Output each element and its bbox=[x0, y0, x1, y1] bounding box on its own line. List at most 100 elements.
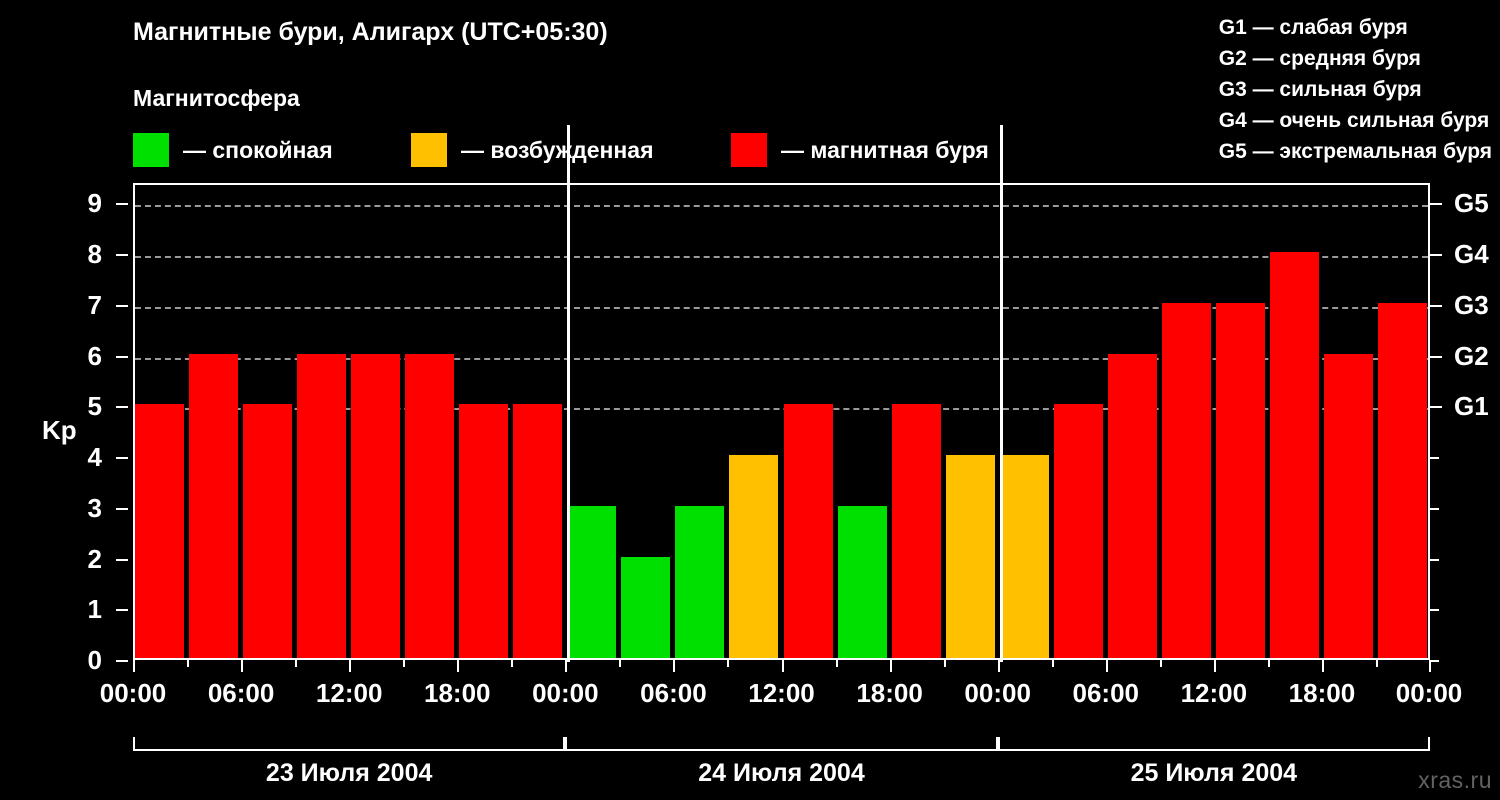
x-tick-label-4: 00:00 bbox=[532, 678, 599, 708]
x-tick-label-6: 12:00 bbox=[748, 678, 815, 708]
x-minor-tick-19 bbox=[1159, 660, 1162, 667]
bar bbox=[513, 404, 563, 658]
bar bbox=[351, 353, 401, 658]
y-tick-mark-6 bbox=[116, 355, 128, 358]
x-minor-tick-7 bbox=[511, 660, 514, 667]
y-tick-label-8: 8 bbox=[87, 239, 102, 270]
x-tick-mark-1 bbox=[241, 660, 244, 672]
x-tick-mark-8 bbox=[997, 660, 1000, 672]
g-tick-label-G1: G1 bbox=[1454, 391, 1489, 422]
x-tick-mark-3 bbox=[457, 660, 460, 672]
g-scale-legend-row-4: G4 — очень сильная буря bbox=[1218, 109, 1490, 132]
bar bbox=[297, 353, 347, 658]
legend-swatch-storm bbox=[731, 133, 767, 167]
x-minor-tick-5 bbox=[403, 660, 406, 667]
x-tick-label-5: 06:00 bbox=[640, 678, 707, 708]
magnetosphere-heading: Магнитосфера bbox=[133, 85, 300, 111]
x-tick-mark-11 bbox=[1321, 660, 1324, 672]
g-tick-mark-G1 bbox=[1430, 406, 1442, 409]
bar bbox=[1107, 353, 1157, 658]
legend-swatch-quiet bbox=[133, 133, 169, 167]
g-tick-mark-G2 bbox=[1430, 355, 1442, 358]
bar bbox=[1053, 404, 1103, 658]
watermark: xras.ru bbox=[1418, 767, 1492, 793]
x-tick-label-8: 00:00 bbox=[964, 678, 1031, 708]
legend-label-unsettled: — возбужденная bbox=[461, 136, 654, 163]
g-scale-legend-row-5: G5 — экстремальная буря bbox=[1218, 140, 1492, 163]
x-minor-tick-11 bbox=[727, 660, 730, 667]
magnetosphere-legend: — спокойная — возбужденная — магнитная бур… bbox=[133, 130, 1053, 170]
x-tick-mark-0 bbox=[133, 660, 135, 672]
y-axis: 0 1 2 3 4 5 6 7 8 9 bbox=[0, 183, 128, 673]
y-tick-mark-9 bbox=[116, 203, 128, 206]
bar bbox=[1269, 252, 1319, 658]
x-tick-label-1: 06:00 bbox=[207, 678, 275, 708]
y-tick-mark-3 bbox=[116, 507, 128, 510]
magnetosphere-legend-item-unsettled: — возбужденная bbox=[411, 130, 654, 170]
y-tick-mark-7 bbox=[116, 304, 128, 307]
date-label-3: 25 Июля 2004 bbox=[1130, 759, 1298, 787]
x-tick-mark-4 bbox=[565, 660, 568, 672]
legend-label-quiet: — спокойная bbox=[183, 136, 333, 163]
g-axis-minor-tick-kp-3 bbox=[1430, 507, 1439, 510]
gridline-kp-8 bbox=[135, 256, 1428, 259]
bar bbox=[621, 556, 671, 658]
day-separator-1 bbox=[567, 125, 571, 662]
y-tick-mark-1 bbox=[116, 609, 128, 612]
x-tick-mark-2 bbox=[349, 660, 352, 672]
g-scale-legend-row-2: G2 — средняя буря bbox=[1218, 47, 1421, 70]
x-tick-label-0: 00:00 bbox=[99, 678, 167, 708]
x-tick-mark-5 bbox=[673, 660, 676, 672]
y-tick-label-0: 0 bbox=[87, 645, 102, 675]
g-scale-legend-row-3: G3 — сильная буря bbox=[1218, 78, 1422, 101]
x-tick-label-11: 18:00 bbox=[1288, 678, 1356, 708]
g-axis-minor-tick-kp-0 bbox=[1430, 660, 1439, 662]
bar bbox=[1161, 302, 1211, 658]
plot-frame bbox=[133, 125, 1430, 662]
y-tick-mark-8 bbox=[116, 254, 128, 257]
x-tick-mark-7 bbox=[889, 660, 892, 672]
g-tick-label-G4: G4 bbox=[1454, 239, 1489, 270]
gridline-kp-7 bbox=[135, 306, 1428, 309]
x-tick-label-9: 06:00 bbox=[1072, 678, 1140, 708]
bar bbox=[189, 353, 239, 658]
bar bbox=[459, 404, 509, 658]
bar bbox=[1323, 353, 1373, 658]
x-minor-tick-9 bbox=[619, 660, 622, 667]
bar bbox=[729, 455, 779, 658]
g-axis-minor-tick-kp-2 bbox=[1430, 558, 1439, 561]
g-tick-mark-G5 bbox=[1430, 203, 1442, 206]
x-tick-label-7: 18:00 bbox=[856, 678, 923, 708]
g-scale-axis: G1 G2 G3 G4 G5 bbox=[1430, 183, 1500, 662]
bar bbox=[783, 404, 833, 658]
y-tick-mark-5 bbox=[116, 406, 128, 409]
g-tick-label-G2: G2 bbox=[1454, 340, 1489, 371]
legend-swatch-unsettled bbox=[411, 133, 447, 167]
g-scale-legend: G1 — слабая буря G2 — средняя буря G3 — си… bbox=[1219, 12, 1492, 167]
y-tick-label-7: 7 bbox=[87, 289, 102, 320]
y-tick-mark-4 bbox=[116, 457, 128, 460]
gridline-kp-6 bbox=[135, 357, 1428, 360]
x-tick-mark-12 bbox=[1429, 660, 1431, 672]
y-tick-label-1: 1 bbox=[87, 594, 102, 625]
bar bbox=[243, 404, 293, 658]
date-bracket-3 bbox=[997, 737, 1430, 751]
y-axis-title: Kp bbox=[42, 415, 77, 445]
bar bbox=[675, 505, 725, 658]
bar bbox=[999, 455, 1049, 658]
bar bbox=[135, 404, 185, 658]
g-tick-mark-G4 bbox=[1430, 254, 1442, 257]
bar bbox=[405, 353, 455, 658]
x-tick-mark-9 bbox=[1105, 660, 1108, 672]
g-tick-mark-G3 bbox=[1430, 304, 1442, 307]
y-tick-label-3: 3 bbox=[87, 492, 102, 523]
bar bbox=[567, 505, 617, 658]
y-tick-label-4: 4 bbox=[87, 442, 102, 473]
g-axis-minor-tick-kp-1 bbox=[1430, 609, 1439, 612]
x-tick-mark-10 bbox=[1213, 660, 1216, 672]
bar bbox=[837, 505, 887, 658]
g-scale-legend-row-1: G1 — слабая буря bbox=[1218, 16, 1408, 39]
date-brackets: 23 Июля 2004 24 Июля 2004 25 Июля 2004 bbox=[133, 737, 1430, 797]
g-tick-label-G3: G3 bbox=[1454, 289, 1489, 320]
